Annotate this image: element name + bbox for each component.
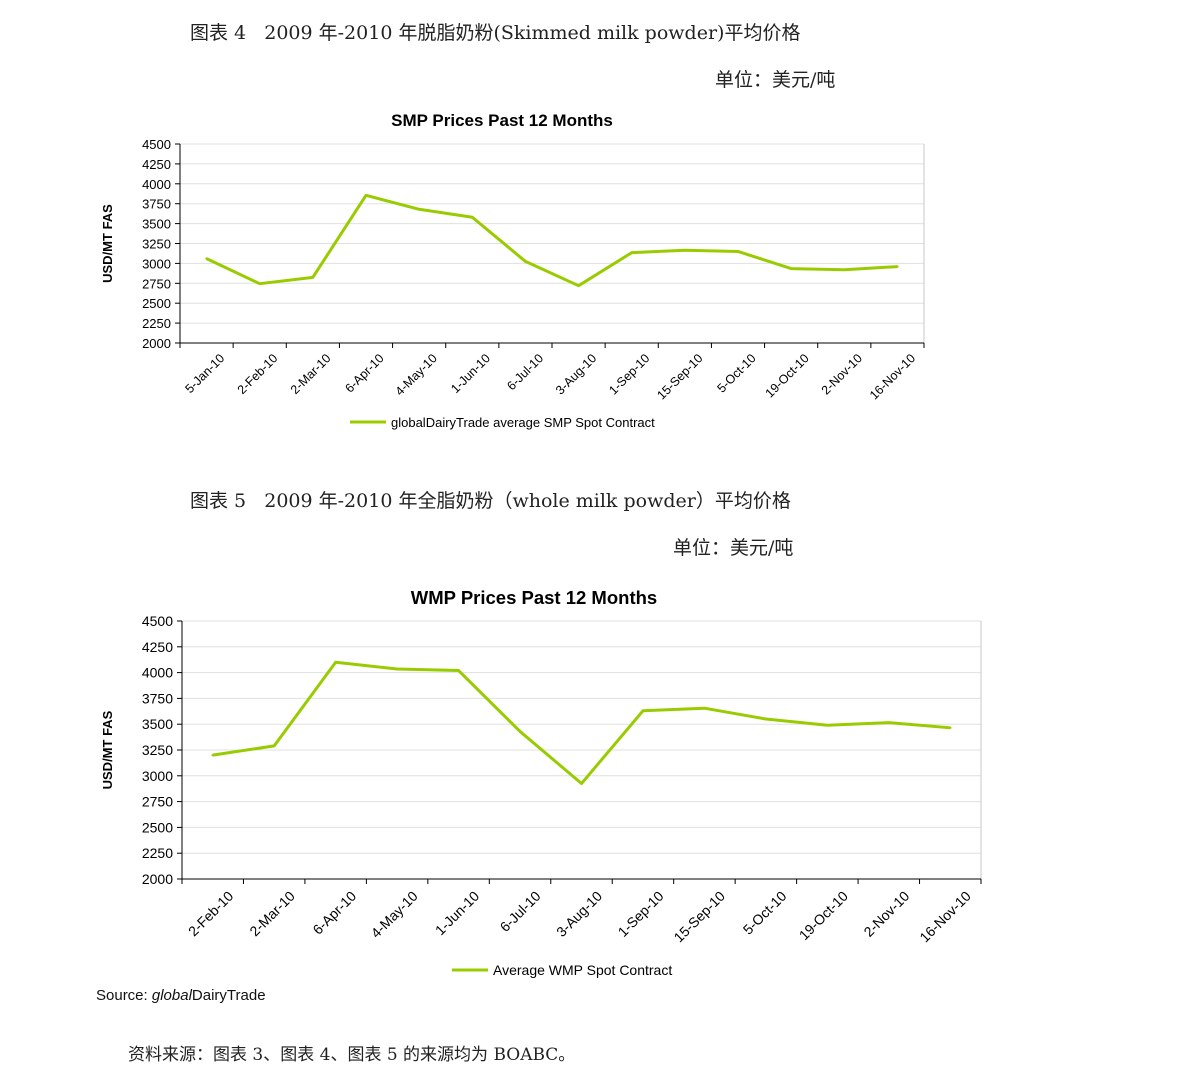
data-point	[896, 265, 899, 268]
chart-title: WMP Prices Past 12 Months	[411, 587, 657, 608]
source-prefix: Source:	[96, 987, 152, 1004]
x-tick-label: 2-Feb-10	[185, 888, 237, 940]
data-point	[826, 724, 829, 727]
data-point	[211, 753, 214, 757]
x-tick-label: 6-Apr-10	[309, 888, 359, 938]
x-tick-label: 19-Oct-10	[796, 888, 851, 943]
data-point	[949, 726, 952, 730]
y-tick-label: 4250	[142, 639, 173, 655]
x-tick-label: 2-Feb-10	[235, 351, 281, 397]
data-point	[580, 782, 583, 785]
y-tick-label: 3250	[142, 742, 173, 758]
data-point	[577, 284, 580, 287]
data-point	[457, 669, 460, 672]
series-line	[212, 660, 951, 786]
x-tick-label: 1-Sep-10	[615, 888, 667, 940]
data-source-note: 资料来源：图表 3、图表 4、图表 5 的来源均为 BOABC。	[128, 1045, 576, 1065]
data-point	[887, 721, 891, 724]
source-suffix: DairyTrade	[191, 987, 266, 1004]
y-tick-label: 2500	[142, 819, 173, 835]
data-point	[641, 709, 645, 712]
x-tick-label: 4-May-10	[393, 351, 440, 398]
figure4-unit: 单位：美元/吨	[715, 69, 836, 91]
x-tick-label: 5-Jan-10	[183, 351, 228, 396]
y-tick-label: 4500	[142, 137, 171, 152]
y-tick-label: 3750	[142, 690, 173, 706]
data-point	[395, 667, 399, 671]
x-tick-label: 3-Aug-10	[553, 888, 605, 940]
figure5-caption: 图表 5 2009 年-2010 年全脂奶粉（whole milk powder…	[190, 490, 791, 512]
x-tick-label: 15-Sep-10	[671, 888, 729, 946]
figure4-caption: 图表 4 2009 年-2010 年脱脂奶粉(Skimmed milk powd…	[190, 22, 801, 44]
y-tick-label: 2000	[142, 871, 173, 887]
data-point	[518, 730, 522, 733]
data-point	[272, 744, 276, 748]
data-point	[205, 257, 208, 260]
wmp-price-chart: WMP Prices Past 12 Months 2000 2250 2500 275…	[100, 587, 982, 978]
x-tick-label: 5-Oct-10	[714, 351, 758, 395]
legend-label: globalDairyTrade average SMP Spot Contra…	[391, 415, 655, 430]
x-tick-label: 19-Oct-10	[763, 351, 812, 400]
x-tick-label: 2-Nov-10	[860, 888, 912, 940]
x-tick-label: 5-Oct-10	[740, 888, 790, 938]
data-point	[843, 268, 846, 271]
y-tick-label: 3250	[142, 237, 171, 252]
smp-price-chart: SMP Prices Past 12 Months 2000 2250 2500 275…	[100, 111, 925, 430]
data-point	[789, 267, 793, 270]
figure5-unit: 单位：美元/吨	[673, 537, 794, 559]
y-tick-label: 3000	[142, 768, 173, 784]
y-tick-label: 2750	[142, 794, 173, 810]
y-tick-label: 3750	[142, 197, 171, 212]
y-axis-label: USD/MT FAS	[100, 710, 115, 789]
data-point	[630, 251, 633, 254]
x-tick-label: 16-Nov-10	[867, 351, 918, 402]
data-point	[311, 276, 315, 279]
data-point	[736, 250, 740, 253]
chart-title: SMP Prices Past 12 Months	[391, 111, 613, 130]
y-tick-label: 2250	[142, 316, 171, 331]
x-tick-label: 6-Jul-10	[497, 888, 544, 935]
y-tick-label: 4000	[142, 665, 173, 681]
data-point	[471, 216, 474, 219]
y-tick-label: 2250	[142, 845, 173, 861]
chart-source: Source: globalDairyTrade	[96, 987, 266, 1004]
x-tick-label: 16-Nov-10	[916, 888, 974, 946]
x-tick-label: 2-Mar-10	[288, 351, 334, 397]
data-point	[703, 707, 706, 710]
y-tick-label: 4500	[142, 613, 173, 629]
y-tick-label: 3000	[142, 256, 171, 271]
y-tick-label: 2750	[142, 276, 171, 291]
x-tick-label: 2-Nov-10	[819, 351, 865, 397]
y-tick-label: 2000	[142, 336, 171, 351]
y-axis-label: USD/MT FAS	[100, 204, 115, 283]
y-tick-label: 3500	[142, 716, 173, 732]
data-point	[683, 249, 687, 252]
data-point	[417, 208, 421, 211]
y-tick-label: 2500	[142, 296, 171, 311]
x-tick-label: 1-Jun-10	[448, 351, 493, 396]
y-tick-label: 4250	[142, 157, 171, 172]
y-tick-label: 4000	[142, 177, 171, 192]
x-tick-label: 2-Mar-10	[246, 888, 298, 940]
x-tick-label: 1-Jun-10	[432, 888, 483, 939]
x-tick-label: 4-May-10	[368, 888, 421, 941]
x-tick-label: 6-Jul-10	[504, 351, 546, 393]
data-point	[334, 661, 337, 664]
source-italic: global	[151, 987, 192, 1004]
x-tick-label: 6-Apr-10	[342, 351, 386, 395]
series-line	[205, 193, 898, 288]
y-tick-label: 3500	[142, 217, 171, 232]
data-point	[764, 717, 768, 721]
legend-label: Average WMP Spot Contract	[493, 962, 672, 978]
x-tick-label: 15-Sep-10	[654, 351, 705, 402]
x-tick-label: 3-Aug-10	[553, 351, 599, 397]
data-point	[524, 260, 527, 263]
data-point	[258, 282, 261, 285]
data-point	[364, 194, 368, 197]
x-tick-label: 1-Sep-10	[606, 351, 652, 397]
